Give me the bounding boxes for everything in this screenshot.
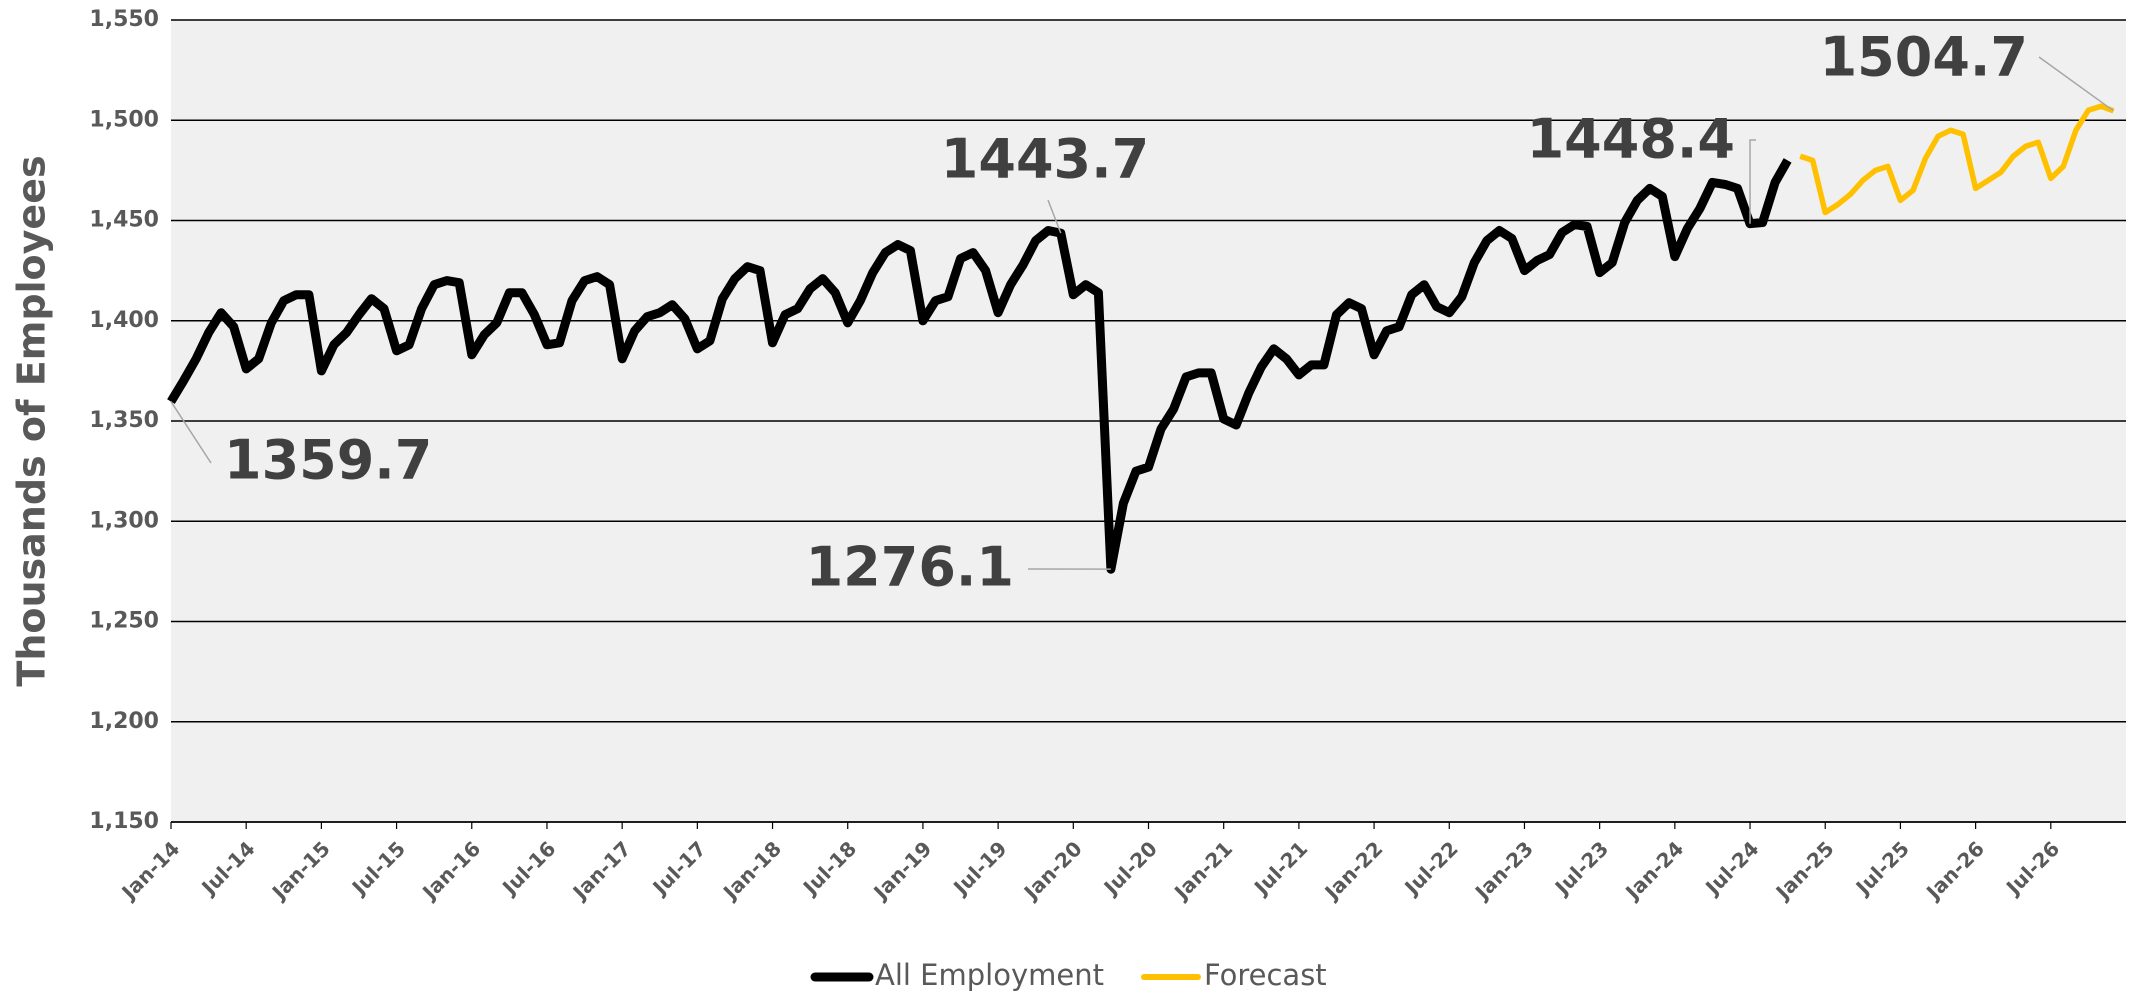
x-tick-label: Jan-22	[1319, 836, 1388, 905]
x-tick-label: Jul-23	[1549, 836, 1613, 900]
x-tick-label: Jan-25	[1770, 836, 1839, 905]
x-tick-label: Jan-20	[1018, 836, 1087, 905]
x-tick-label: Jul-24	[1699, 836, 1763, 900]
y-tick-label: 1,400	[89, 308, 159, 333]
y-tick-label: 1,250	[89, 609, 159, 634]
x-tick-label: Jul-14	[196, 836, 260, 900]
x-tick-label: Jul-15	[346, 836, 410, 900]
x-tick-label: Jan-14	[116, 836, 185, 905]
data-label: 1504.7	[1820, 26, 2028, 89]
series-line	[1799, 103, 2115, 216]
y-tick-label: 1,350	[89, 408, 159, 433]
data-label: 1359.7	[224, 429, 432, 492]
x-tick-label: Jan-26	[1920, 836, 1989, 905]
y-axis-title: Thousands of Employees	[10, 155, 54, 686]
x-tick-label: Jan-19	[868, 836, 937, 905]
series-line	[167, 158, 1792, 574]
y-tick-label: 1,200	[89, 709, 159, 734]
legend-label: Forecast	[1204, 958, 1327, 992]
data-label: 1276.1	[806, 536, 1014, 599]
data-label: 1443.7	[941, 128, 1149, 191]
x-tick-label: Jul-17	[647, 836, 711, 900]
legend-label: All Employment	[875, 958, 1104, 992]
x-tick-label: Jul-26	[2000, 836, 2064, 900]
x-tick-label: Jan-24	[1619, 836, 1688, 905]
leader-line	[2038, 56, 2114, 112]
x-tick-label: Jul-18	[797, 836, 861, 900]
x-tick-label: Jan-16	[416, 836, 485, 905]
x-tick-label: Jul-22	[1399, 836, 1463, 900]
x-tick-label: Jul-20	[1098, 836, 1162, 900]
x-tick-label: Jul-19	[947, 836, 1011, 900]
x-tick-label: Jan-17	[567, 836, 636, 905]
y-tick-label: 1,500	[89, 107, 159, 132]
x-tick-label: Jul-16	[496, 836, 560, 900]
y-tick-label: 1,550	[89, 7, 159, 32]
leader-line	[1047, 199, 1062, 234]
x-tick-label: Jul-21	[1248, 836, 1312, 900]
y-tick-label: 1,300	[89, 508, 159, 533]
y-tick-label: 1,450	[89, 208, 159, 233]
x-tick-label: Jul-25	[1850, 836, 1914, 900]
y-tick-label: 1,150	[89, 809, 159, 834]
leader-line	[170, 401, 212, 464]
x-tick-label: Jan-23	[1469, 836, 1538, 905]
x-tick-label: Jan-15	[266, 836, 335, 905]
x-tick-label: Jan-18	[717, 836, 786, 905]
x-tick-label: Jan-21	[1168, 836, 1237, 905]
leader-line	[1749, 139, 1756, 224]
data-label: 1448.4	[1527, 108, 1735, 171]
